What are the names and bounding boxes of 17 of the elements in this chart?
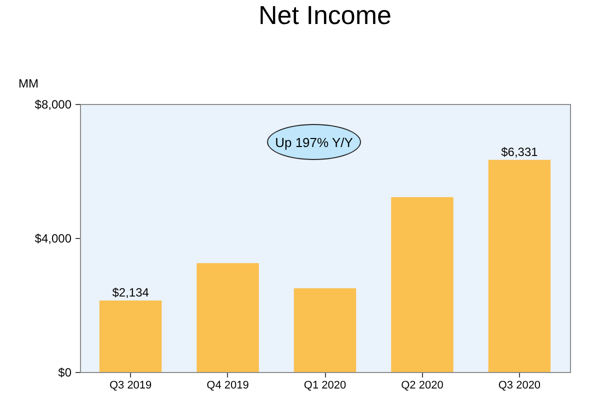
bar: [391, 197, 454, 372]
bar: [196, 263, 259, 372]
x-tick-label: Q2 2020: [401, 380, 444, 392]
chart-title: Net Income: [258, 0, 392, 30]
y-tick-label: $4,000: [34, 232, 72, 246]
x-tick-label: Q1 2020: [304, 380, 346, 392]
x-tick-label: Q3 2020: [498, 380, 541, 392]
y-axis-title: MM: [18, 76, 38, 90]
bar: [294, 288, 356, 372]
x-tick-label: Q4 2019: [206, 380, 249, 392]
y-tick-label: $8,000: [34, 98, 72, 112]
data-label: $2,134: [112, 286, 150, 300]
x-tick-label: Q3 2019: [109, 380, 152, 392]
bar: [488, 160, 551, 372]
data-label: $6,331: [501, 144, 538, 159]
bar: [99, 300, 162, 372]
y-tick-label: $0: [58, 366, 72, 380]
